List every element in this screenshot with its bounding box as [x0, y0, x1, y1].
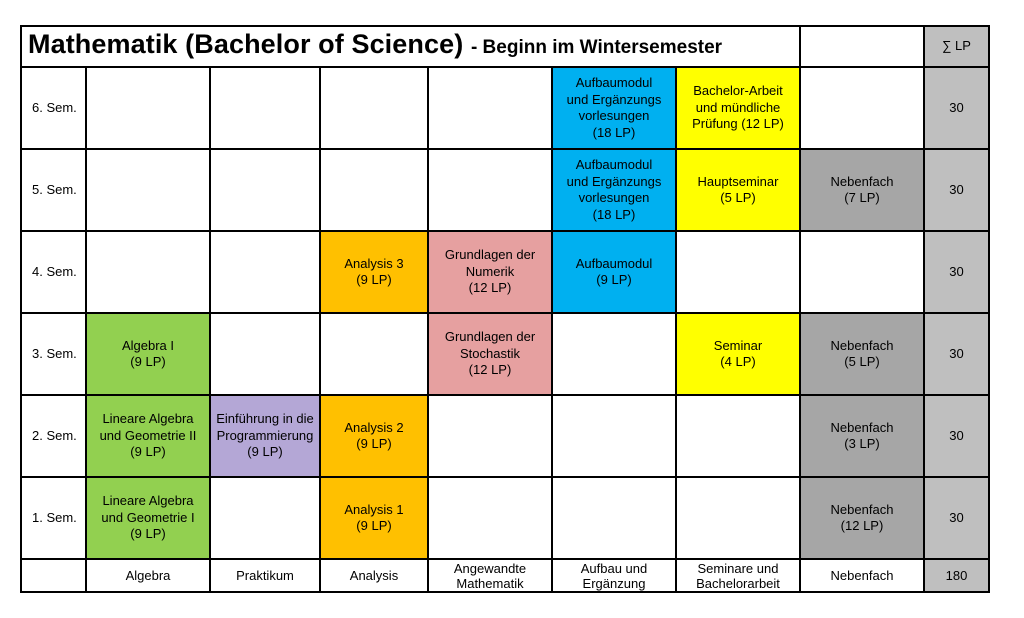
empty-cell	[319, 148, 429, 232]
module-cell-aufbau: Aufbaumodul und Ergänzungs vorlesungen (18 …	[551, 148, 677, 232]
module-label: Seminar (4 LP)	[713, 337, 763, 370]
module-cell-algebra: Algebra I (9 LP)	[85, 312, 211, 396]
empty-cell	[675, 394, 801, 478]
module-label: Grundlagen der Stochastik (12 LP)	[444, 329, 536, 378]
empty-cell	[85, 66, 211, 150]
header-row: Mathematik (Bachelor of Science) - Begin…	[20, 25, 990, 68]
module-label: Nebenfach (5 LP)	[830, 337, 894, 370]
module-label: Nebenfach (12 LP)	[830, 501, 894, 534]
empty-cell	[209, 312, 321, 396]
category-label-seminare: Seminare und Bachelorarbeit	[675, 558, 801, 593]
empty-cell	[675, 476, 801, 560]
semester-row: 4. Sem. Analysis 3 (9 LP) Grundlagen der Num…	[20, 230, 990, 314]
empty-cell	[551, 476, 677, 560]
empty-cell	[675, 230, 801, 314]
module-label: Analysis 1 (9 LP)	[344, 501, 404, 534]
empty-header-cell	[799, 25, 925, 68]
category-label-praktikum: Praktikum	[209, 558, 321, 593]
module-label: Grundlagen der Numerik (12 LP)	[444, 247, 536, 296]
module-label: Aufbaumodul und Ergänzungs vorlesungen (18 …	[566, 75, 662, 140]
empty-cell	[427, 66, 553, 150]
empty-cell	[209, 476, 321, 560]
study-plan-table: Mathematik (Bachelor of Science) - Begin…	[20, 25, 990, 593]
semester-label: 6. Sem.	[20, 66, 87, 150]
module-label: Einführung in die Programmierung (9 LP)	[216, 411, 314, 460]
module-cell-nebenfach: Nebenfach (5 LP)	[799, 312, 925, 396]
semester-row: 6. Sem. Aufbaumodul und Ergänzungs vorlesun…	[20, 66, 990, 150]
category-label-nebenfach: Nebenfach	[799, 558, 925, 593]
module-cell-angewandte: Grundlagen der Stochastik (12 LP)	[427, 312, 553, 396]
module-label: Lineare Algebra und Geometrie I (9 LP)	[101, 493, 195, 542]
semester-label: 3. Sem.	[20, 312, 87, 396]
empty-cell	[85, 230, 211, 314]
module-label: Analysis 3 (9 LP)	[344, 255, 404, 288]
sum-header: ∑ LP	[923, 25, 990, 68]
module-cell-seminare: Bachelor-Arbeit und mündliche Prüfung (12 …	[675, 66, 801, 150]
empty-footer-cell	[20, 558, 87, 593]
module-label: Aufbaumodul und Ergänzungs vorlesungen (18 …	[566, 157, 662, 222]
semester-label: 1. Sem.	[20, 476, 87, 560]
module-label: Hauptseminar (5 LP)	[697, 173, 779, 206]
total-lp: 180	[923, 558, 990, 593]
semester-row: 3. Sem. Algebra I (9 LP) Grundlagen der Stoc…	[20, 312, 990, 396]
empty-cell	[427, 394, 553, 478]
module-label: Algebra I (9 LP)	[121, 337, 175, 370]
semester-lp-sum: 30	[923, 230, 990, 314]
empty-cell	[427, 148, 553, 232]
page-title: Mathematik (Bachelor of Science)	[28, 28, 464, 59]
empty-cell	[799, 66, 925, 150]
category-label-angewandte: Angewandte Mathematik	[427, 558, 553, 593]
semester-label: 2. Sem.	[20, 394, 87, 478]
empty-cell	[209, 230, 321, 314]
category-label-analysis: Analysis	[319, 558, 429, 593]
semester-lp-sum: 30	[923, 394, 990, 478]
semester-label: 5. Sem.	[20, 148, 87, 232]
semester-lp-sum: 30	[923, 476, 990, 560]
module-cell-aufbau: Aufbaumodul und Ergänzungs vorlesungen (18 …	[551, 66, 677, 150]
empty-cell	[209, 148, 321, 232]
page-subtitle: - Beginn im Wintersemester	[470, 36, 723, 58]
module-label: Nebenfach (3 LP)	[830, 419, 894, 452]
empty-cell	[319, 66, 429, 150]
module-label: Aufbaumodul (9 LP)	[575, 255, 653, 288]
empty-cell	[551, 312, 677, 396]
semester-lp-sum: 30	[923, 66, 990, 150]
category-label-algebra: Algebra	[85, 558, 211, 593]
empty-cell	[551, 394, 677, 478]
empty-cell	[85, 148, 211, 232]
category-label-aufbau: Aufbau und Ergänzung	[551, 558, 677, 593]
module-cell-nebenfach: Nebenfach (12 LP)	[799, 476, 925, 560]
module-cell-analysis: Analysis 3 (9 LP)	[319, 230, 429, 314]
module-cell-analysis: Analysis 1 (9 LP)	[319, 476, 429, 560]
module-cell-nebenfach: Nebenfach (3 LP)	[799, 394, 925, 478]
semester-lp-sum: 30	[923, 148, 990, 232]
module-cell-algebra: Lineare Algebra und Geometrie II (9 LP)	[85, 394, 211, 478]
module-cell-angewandte: Grundlagen der Numerik (12 LP)	[427, 230, 553, 314]
semester-lp-sum: 30	[923, 312, 990, 396]
module-cell-nebenfach: Nebenfach (7 LP)	[799, 148, 925, 232]
module-label: Bachelor-Arbeit und mündliche Prüfung (12 …	[692, 83, 784, 132]
module-label: Nebenfach (7 LP)	[830, 173, 894, 206]
module-cell-seminare: Seminar (4 LP)	[675, 312, 801, 396]
module-cell-seminare: Hauptseminar (5 LP)	[675, 148, 801, 232]
semester-row: 5. Sem. Aufbaumodul und Ergänzungs vorlesun…	[20, 148, 990, 232]
module-label: Lineare Algebra und Geometrie II (9 LP)	[99, 411, 197, 460]
module-cell-analysis: Analysis 2 (9 LP)	[319, 394, 429, 478]
category-row: Algebra Praktikum Analysis Angewandte Mat…	[20, 558, 990, 593]
module-cell-aufbau: Aufbaumodul (9 LP)	[551, 230, 677, 314]
empty-cell	[799, 230, 925, 314]
module-cell-praktikum: Einführung in die Programmierung (9 LP)	[209, 394, 321, 478]
empty-cell	[319, 312, 429, 396]
semester-row: 2. Sem. Lineare Algebra und Geometrie II (9…	[20, 394, 990, 478]
module-cell-algebra: Lineare Algebra und Geometrie I (9 LP)	[85, 476, 211, 560]
module-label: Analysis 2 (9 LP)	[344, 419, 404, 452]
title-cell: Mathematik (Bachelor of Science) - Begin…	[20, 25, 801, 68]
semester-row: 1. Sem. Lineare Algebra und Geometrie I (9 …	[20, 476, 990, 560]
semester-label: 4. Sem.	[20, 230, 87, 314]
empty-cell	[427, 476, 553, 560]
empty-cell	[209, 66, 321, 150]
